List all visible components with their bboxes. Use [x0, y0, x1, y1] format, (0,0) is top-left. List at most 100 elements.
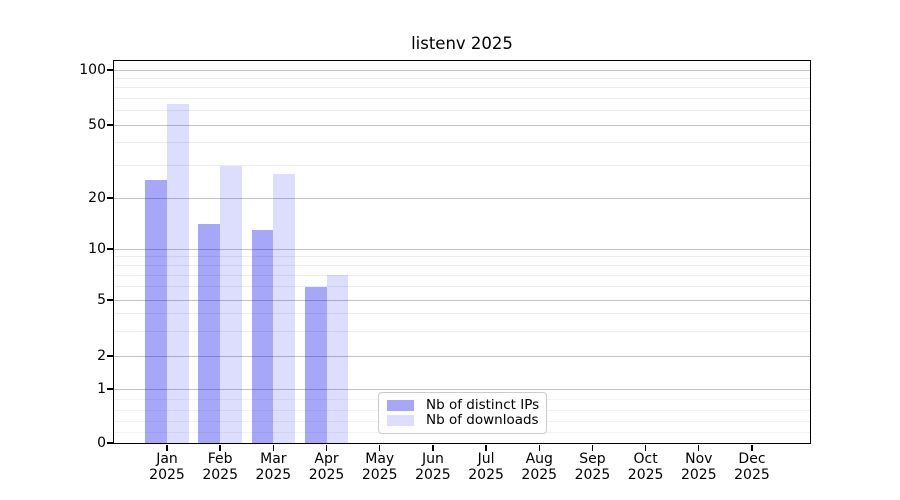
x-tick-year: 2025 — [308, 466, 345, 483]
x-tick-month: Nov — [685, 451, 713, 467]
x-tick-month: Jun — [421, 451, 444, 467]
x-tick-year: 2025 — [202, 466, 238, 483]
x-tick-mark — [485, 444, 487, 451]
minor-gridline — [114, 330, 810, 332]
x-tick-mark — [432, 444, 434, 451]
minor-gridline — [114, 286, 810, 288]
x-tick-label: Dec 2025 — [722, 451, 782, 483]
bar-nb-of-distinct-ips-jan — [145, 180, 167, 443]
y-tick-mark — [107, 355, 114, 357]
x-tick-month: Dec — [738, 451, 766, 467]
x-tick-month: Jan — [156, 451, 178, 467]
x-tick-label: Jun 2025 — [403, 451, 463, 483]
minor-gridline — [114, 165, 810, 167]
x-tick-mark — [698, 444, 700, 451]
x-tick-label: Nov 2025 — [669, 451, 729, 483]
legend-row-nb-of-distinct-ips: Nb of distinct IPs — [387, 396, 540, 413]
x-tick-label: Mar 2025 — [243, 451, 303, 483]
legend-swatch-nb-of-downloads — [387, 414, 414, 426]
x-tick-year: 2025 — [415, 466, 451, 483]
x-tick-label: Aug 2025 — [509, 451, 569, 483]
x-tick-year: 2025 — [149, 466, 185, 483]
major-gridline — [114, 197, 810, 199]
y-tick-mark — [107, 69, 114, 71]
x-tick-label: Apr 2025 — [297, 451, 357, 483]
x-tick-year: 2025 — [521, 466, 558, 483]
y-tick-label: 5 — [97, 292, 106, 308]
y-tick-label: 50 — [88, 117, 106, 133]
legend-row-nb-of-downloads: Nb of downloads — [387, 411, 539, 428]
x-tick-mark — [166, 444, 168, 451]
x-tick-label: Oct 2025 — [616, 451, 676, 483]
y-tick-label: 20 — [88, 190, 106, 206]
x-tick-mark — [644, 444, 647, 451]
bar-nb-of-distinct-ips-mar — [251, 229, 274, 443]
y-tick-mark — [107, 197, 114, 199]
x-tick-label: May 2025 — [350, 451, 410, 483]
x-tick-mark — [219, 444, 221, 451]
legend-label: Nb of distinct IPs — [426, 396, 540, 413]
x-tick-mark — [591, 444, 594, 451]
y-tick-label: 10 — [88, 241, 106, 257]
x-tick-month: Feb — [207, 451, 233, 467]
x-tick-month: Mar — [260, 451, 287, 467]
x-tick-month: May — [365, 451, 395, 467]
bar-nb-of-downloads-feb — [220, 165, 242, 443]
x-tick-mark — [272, 444, 275, 451]
x-tick-month: Oct — [633, 451, 658, 467]
minor-gridline — [114, 313, 810, 315]
minor-gridline — [114, 77, 810, 79]
x-tick-label: Sep 2025 — [562, 451, 622, 483]
y-tick-mark — [107, 299, 114, 301]
y-tick-mark — [107, 442, 114, 444]
major-gridline — [114, 124, 810, 126]
x-tick-month: Aug — [525, 451, 553, 467]
y-tick-label: 100 — [79, 62, 106, 78]
minor-gridline — [114, 274, 810, 276]
bar-nb-of-downloads-mar — [273, 174, 296, 443]
x-tick-label: Jan 2025 — [137, 451, 197, 483]
minor-gridline — [114, 97, 810, 99]
major-gridline — [114, 355, 810, 357]
bar-nb-of-downloads-jan — [167, 104, 189, 443]
bar-nb-of-distinct-ips-apr — [304, 286, 327, 443]
x-tick-year: 2025 — [255, 466, 292, 483]
y-tick-mark — [107, 388, 114, 390]
x-tick-year: 2025 — [734, 466, 770, 483]
x-tick-year: 2025 — [680, 466, 717, 483]
minor-gridline — [114, 110, 810, 112]
x-tick-month: Apr — [314, 451, 339, 467]
minor-gridline — [114, 264, 810, 266]
x-tick-month: Jul — [477, 451, 495, 467]
x-tick-month: Sep — [579, 451, 606, 467]
minor-gridline — [114, 256, 810, 258]
x-tick-year: 2025 — [627, 466, 664, 483]
minor-gridline — [114, 142, 810, 144]
x-tick-year: 2025 — [574, 466, 611, 483]
legend: Nb of distinct IPs Nb of downloads — [378, 391, 547, 434]
y-tick-label: 0 — [97, 435, 106, 451]
legend-swatch-nb-of-distinct-ips — [387, 399, 414, 411]
x-tick-mark — [751, 444, 753, 451]
major-gridline — [114, 69, 810, 71]
legend-label: Nb of downloads — [426, 411, 539, 428]
chart-title: listenv 2025 — [411, 34, 513, 53]
major-gridline — [114, 388, 810, 390]
plot-area — [114, 61, 810, 443]
major-gridline — [114, 299, 810, 301]
x-tick-year: 2025 — [468, 466, 504, 483]
x-tick-mark — [325, 444, 328, 451]
major-gridline — [114, 248, 810, 250]
y-tick-mark — [107, 248, 114, 250]
y-tick-mark — [107, 124, 114, 126]
x-tick-label: Jul 2025 — [456, 451, 516, 483]
x-tick-year: 2025 — [361, 466, 398, 483]
bar-nb-of-downloads-apr — [326, 275, 349, 443]
y-tick-label: 2 — [97, 348, 106, 364]
minor-gridline — [114, 87, 810, 89]
x-tick-mark — [379, 444, 381, 451]
x-tick-mark — [538, 444, 540, 451]
plot-border — [112, 59, 811, 444]
bar-nb-of-distinct-ips-feb — [198, 224, 221, 443]
